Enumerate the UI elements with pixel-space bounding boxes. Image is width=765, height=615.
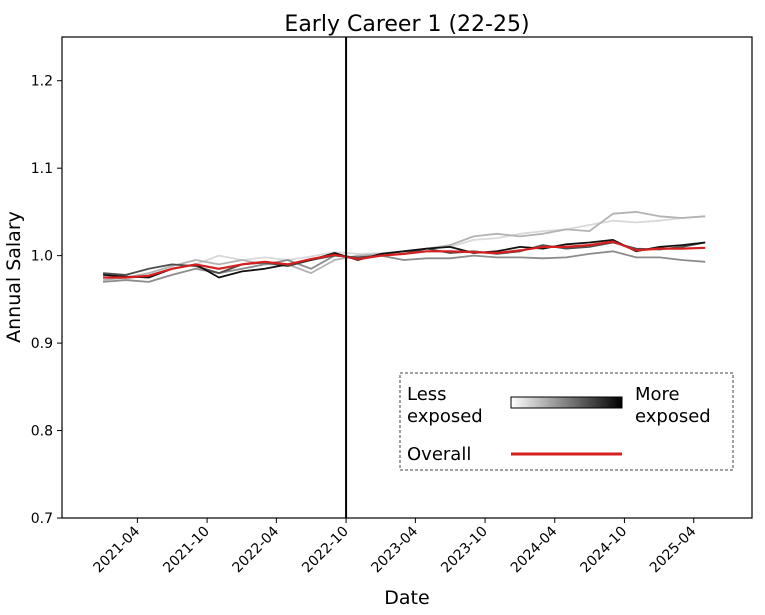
y-tick-label: 0.8: [31, 424, 53, 440]
x-tick-label: 2022-10: [299, 524, 352, 577]
x-tick-label: 2023-04: [369, 523, 422, 576]
x-tick-label: 2022-04: [230, 523, 283, 576]
series-line-quintile-3: [103, 250, 706, 283]
y-tick-label: 0.9: [31, 336, 53, 352]
y-tick-label: 1.2: [31, 74, 53, 90]
legend-more-exposed-label: More exposed: [635, 384, 711, 427]
y-axis: 0.7 0.8 0.9 1.0 1.1 1.2: [31, 74, 62, 527]
series-layer: [102, 210, 706, 283]
x-tick-label: 2021-10: [160, 524, 213, 577]
plot-frame: [61, 36, 753, 519]
series-line-quintile-5: [103, 238, 706, 279]
legend-less-exposed-label: Less exposed: [407, 384, 483, 427]
x-tick-label: 2024-10: [578, 524, 631, 577]
x-axis: 2021-04 2021-10 2022-04 2022-10 2023-04 2023-…: [91, 518, 700, 576]
y-tick-label: 0.7: [31, 511, 53, 527]
legend: Less exposed More exposed Overall: [399, 372, 734, 471]
x-tick-label: 2025-04: [647, 523, 700, 576]
y-tick-label: 1.0: [31, 249, 53, 265]
y-axis-label: Annual Salary: [3, 211, 25, 343]
legend-overall-label: Overall: [407, 444, 471, 465]
x-axis-label: Date: [384, 587, 429, 609]
x-tick-label: 2024-04: [508, 523, 561, 576]
legend-exposure-gradient: [510, 396, 623, 409]
chart-title: Early Career 1 (22-25): [284, 12, 529, 37]
x-tick-label: 2021-04: [91, 523, 144, 576]
y-tick-label: 1.1: [31, 161, 53, 177]
series-line-overall: [103, 240, 706, 279]
x-tick-label: 2023-10: [438, 524, 491, 577]
